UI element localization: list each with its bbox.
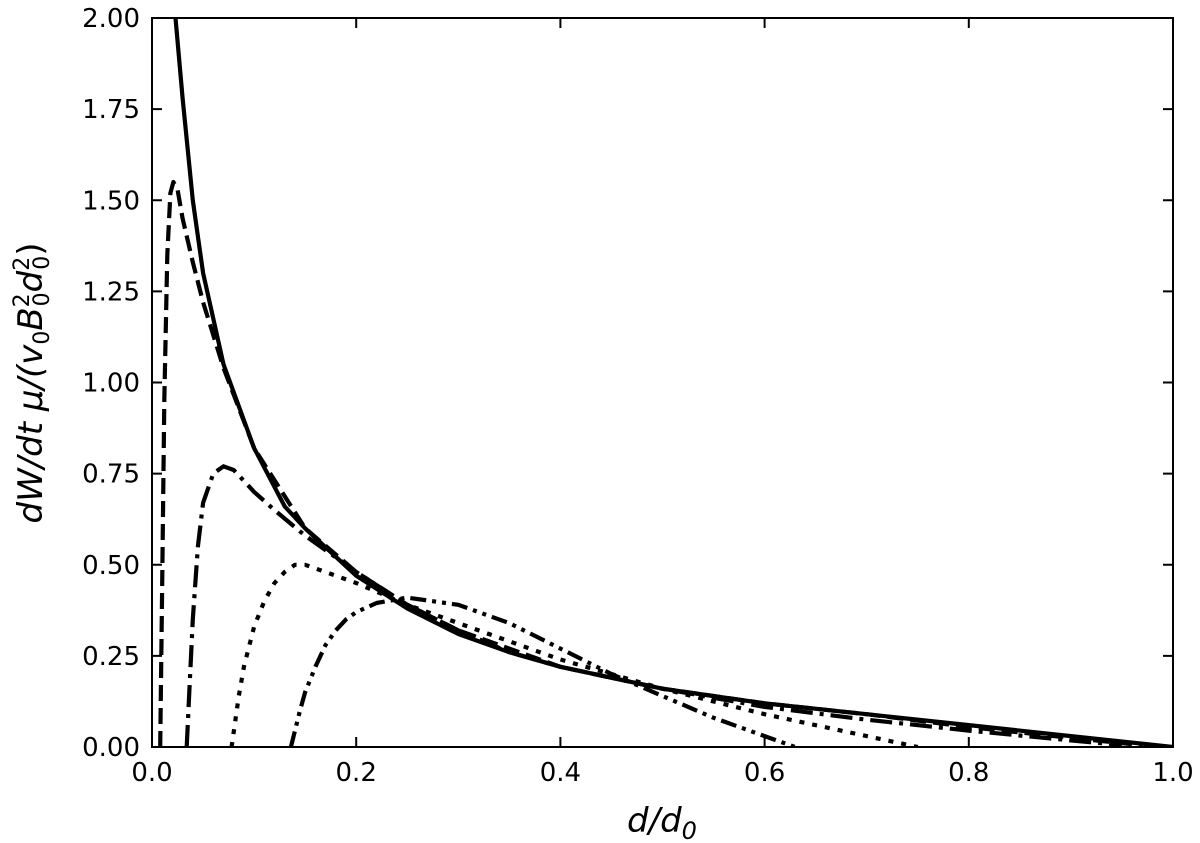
series-line-dashdot — [184, 464, 1123, 747]
x-tick-label: 0.6 — [744, 758, 785, 788]
y-tick-label: 2.00 — [82, 4, 140, 34]
y-axis-label: dW/dt μ/(v0B20d20) — [10, 242, 55, 523]
x-tick-label: 0.2 — [336, 758, 377, 788]
x-tick-label: 0.8 — [948, 758, 989, 788]
x-tick-label: 0.4 — [540, 758, 581, 788]
y-tick-label: 1.00 — [82, 369, 140, 399]
y-tick-label: 0.00 — [82, 733, 140, 763]
plot-frame — [151, 17, 1174, 748]
y-tick-label: 0.50 — [82, 551, 140, 581]
y-tick-label: 1.25 — [82, 277, 140, 307]
y-tick-label: 1.75 — [82, 95, 140, 125]
x-tick-label: 1.0 — [1152, 758, 1193, 788]
ticks — [151, 17, 1174, 748]
x-tick-label: 0.0 — [131, 758, 172, 788]
y-tick-label: 1.50 — [82, 186, 140, 216]
tick-labels: 0.0 0.2 0.4 0.6 0.8 1.0 0.00 0.25 0.50 0.75 1.00 1.… — [82, 4, 1194, 788]
series-line-solid — [173, 18, 1173, 747]
series-line-dashed — [158, 179, 1143, 747]
x-axis-label: d/d0 — [627, 801, 697, 843]
series-group — [158, 18, 1173, 747]
y-tick-label: 0.75 — [82, 460, 140, 490]
y-tick-label: 0.25 — [82, 642, 140, 672]
series-line-dashdotdot — [288, 595, 796, 747]
